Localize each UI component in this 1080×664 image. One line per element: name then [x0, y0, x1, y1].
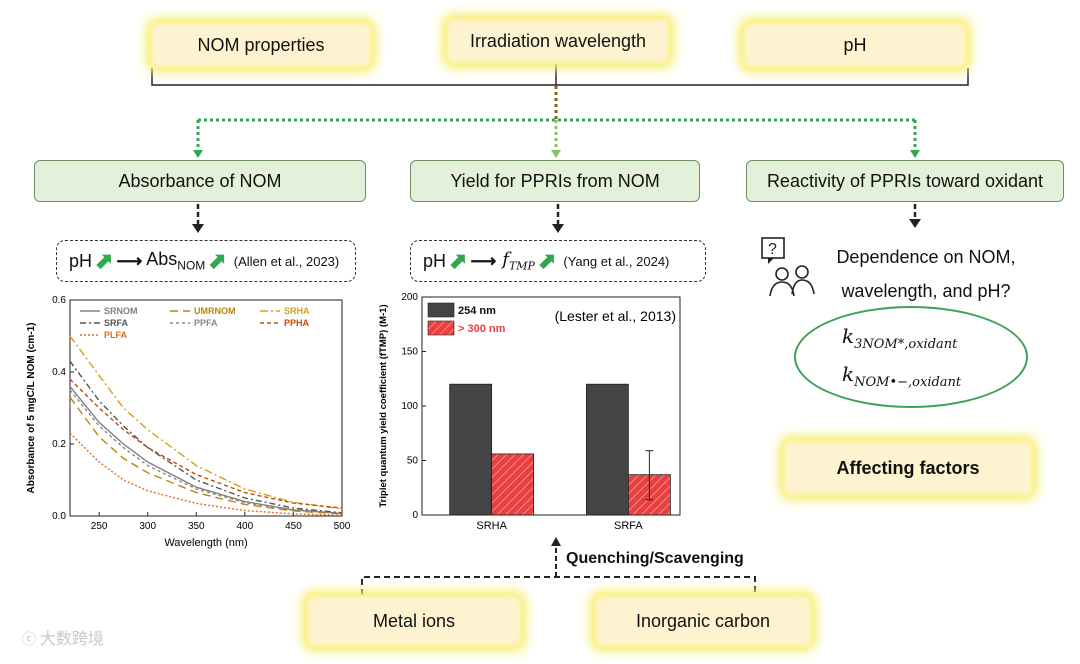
bottom-bracket — [361, 576, 756, 595]
legend-label: SRHA — [284, 306, 310, 316]
legend-label: PLFA — [104, 330, 128, 340]
y-tick-label: 0.2 — [52, 439, 66, 450]
dependence-question: Dependence on NOM, wavelength, and pH? — [836, 247, 1016, 301]
abs-label: AbsNOM — [146, 249, 206, 273]
increase-arrow-icon: ⬈ — [449, 248, 468, 273]
y-tick-label: 0 — [412, 510, 418, 521]
ph-label: pH — [423, 250, 447, 271]
increase-arrow-icon: ⬈ — [95, 248, 114, 273]
legend-label: SRNOM — [104, 306, 138, 316]
bar-srha-1 — [491, 453, 535, 516]
series-line-umrnom — [69, 396, 343, 515]
affecting-factors-box: Affecting factors — [783, 440, 1033, 496]
factor-metal-ions: Metal ions — [306, 595, 522, 647]
series-line-plfa — [69, 432, 343, 516]
reference-yang: (Yang et al., 2024) — [563, 253, 670, 269]
step-reactivity: Reactivity of PPRIs toward oxidant — [746, 160, 1064, 202]
reference-lester: (Lester et al., 2013) — [555, 308, 676, 324]
series-line-ppfa — [69, 389, 343, 515]
absorbance-line-chart: 250 300 350 400 450 500 0.0 0.2 0.4 0.6 Wavelength… — [26, 295, 350, 549]
relation-absorbance: pH ⬈ ⟶ AbsNOM ⬈ (Allen et al., 2023) — [56, 240, 356, 282]
watermark: ⓒ 大数跨境 — [22, 631, 104, 648]
legend-label: 254 nm — [458, 305, 496, 317]
legend-swatch — [427, 320, 455, 336]
f-tmp-label: fTMP — [502, 249, 535, 273]
y-axis-label: Absorbance of 5 mgC/L NOM (cm-1) — [26, 323, 37, 494]
bar-srfa-0 — [585, 383, 629, 516]
x-tick-label: 350 — [188, 521, 205, 532]
ph-label: pH — [69, 250, 93, 271]
y-tick-label: 150 — [401, 347, 418, 358]
bar-srha-0 — [449, 383, 493, 516]
top-bracket — [151, 68, 969, 86]
factor-ph: pH — [743, 22, 967, 68]
rate-constant-k2: kNOM•−,oxidant — [842, 362, 962, 390]
y-tick-label: 100 — [401, 401, 418, 412]
x-axis-label: Wavelength (nm) — [164, 537, 247, 549]
y-tick-label: 0.4 — [52, 367, 66, 378]
y-axis-label: Triplet quantum yield coefficient (fTMP)… — [378, 304, 389, 507]
increase-arrow-icon: ⬈ — [537, 248, 557, 273]
series-line-srha — [69, 335, 343, 510]
y-tick-label: 200 — [401, 292, 418, 303]
rate-constant-ellipse — [794, 306, 1028, 408]
factor-nom-properties: NOM properties — [150, 22, 372, 68]
step-yield: Yield for PPRIs from NOM — [410, 160, 700, 202]
legend-label: UMRNOM — [194, 306, 236, 316]
y-tick-label: 50 — [407, 456, 419, 467]
quenching-label: Quenching/Scavenging — [566, 550, 744, 567]
x-tick-label: 300 — [139, 521, 156, 532]
x-tick-label: SRHA — [476, 520, 507, 532]
legend-label: PPHA — [284, 318, 310, 328]
x-tick-label: 400 — [237, 521, 254, 532]
svg-text:?: ? — [768, 241, 777, 258]
legend-label: > 300 nm — [458, 323, 506, 335]
watermark-logo-icon: ⓒ — [22, 631, 40, 647]
legend-label: PPFA — [194, 318, 218, 328]
series-line-ppha — [69, 378, 343, 509]
x-tick-label: 250 — [91, 521, 108, 532]
legend-label: SRFA — [104, 318, 129, 328]
increase-arrow-icon: ⬈ — [208, 248, 227, 273]
factor-irradiation-wavelength: Irradiation wavelength — [446, 18, 670, 64]
series-line-srfa — [69, 360, 343, 514]
reference-allen: (Allen et al., 2023) — [233, 253, 340, 269]
x-tick-label: 450 — [285, 521, 302, 532]
y-tick-label: 0.0 — [52, 511, 66, 522]
legend-swatch — [427, 302, 455, 318]
rate-constant-k1: k3NOM*,oxidant — [842, 324, 958, 352]
factor-inorganic-carbon: Inorganic carbon — [594, 595, 812, 647]
quantum-yield-bar-chart: 0 50 100 150 200 Triplet quantum yield coeffi… — [378, 292, 681, 532]
relation-yield: pH ⬈ ⟶ fTMP ⬈ (Yang et al., 2024) — [410, 240, 706, 282]
right-arrow-icon: ⟶ — [116, 250, 143, 271]
y-tick-label: 0.6 — [52, 295, 66, 306]
step-absorbance: Absorbance of NOM — [34, 160, 366, 202]
x-tick-label: SRFA — [614, 520, 643, 532]
right-arrow-icon: ⟶ — [470, 250, 497, 271]
x-tick-label: 500 — [334, 521, 350, 532]
plot-frame — [69, 299, 343, 517]
people-question-icon: ? — [761, 237, 815, 297]
